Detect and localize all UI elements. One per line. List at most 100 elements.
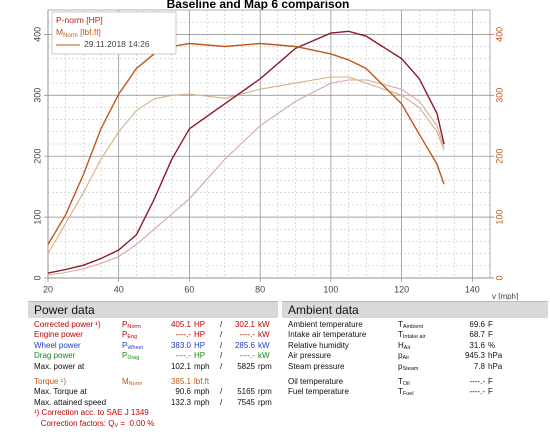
footnote-text: = 0.00 % (118, 418, 155, 428)
data-row: Wheel power PWheel 383.0 HP / 285.6 kW (28, 341, 278, 351)
row-label: Engine power (34, 330, 83, 340)
value: ----.- (469, 387, 485, 397)
row-symbol: TIntake air (398, 330, 454, 342)
row-label: Oil temperature (288, 376, 344, 386)
unit: rpm (258, 361, 272, 371)
row-symbol (122, 398, 156, 408)
symbol-main: P (122, 320, 128, 329)
row-label: Max. power at (34, 361, 85, 371)
row-label: Corrected power ¹) (34, 320, 101, 329)
unit: HP (194, 351, 206, 361)
x-tick-label: 60 (184, 284, 194, 294)
symbol-main: T (398, 376, 403, 386)
symbol-sub: Norm (127, 324, 141, 330)
data-row: Torque ¹) MNorm 385.1 lbf.ft (28, 377, 278, 387)
section-header: Power data (28, 301, 278, 318)
row-label: Max. attained speed (34, 397, 107, 407)
chart: Baseline and Map 6 comparison 20 40 60 80 10… (32, 0, 518, 300)
value: 302.1 (234, 320, 255, 329)
unit: HP (194, 340, 206, 350)
data-row: Max. power at 102.1 mph / 5825 rpm (28, 362, 278, 372)
symbol-main: M (122, 376, 129, 386)
unit: kW (258, 340, 270, 350)
chart-title: Baseline and Map 6 comparison (167, 0, 350, 11)
value: 383.0 (170, 340, 191, 350)
unit: kW (258, 320, 270, 329)
row-symbol: PDrag (122, 351, 156, 363)
x-tick-label: 100 (323, 284, 338, 294)
legend-box (51, 11, 177, 55)
symbol-sub: Drag (127, 355, 140, 362)
unit: lbf.ft (194, 376, 210, 386)
legend-text: M (56, 27, 63, 37)
row-symbol: pAir (398, 351, 454, 363)
separator: / (220, 330, 223, 340)
x-tick-label: 140 (465, 284, 480, 294)
power-data: Power data Corrected power ¹) PNorm 405.1 HP… (28, 301, 278, 431)
x-tick-label: 20 (43, 284, 53, 294)
value: 285.6 (234, 340, 255, 350)
symbol-sub: Intake air (402, 334, 426, 341)
y-tick-label: 100 (32, 210, 42, 225)
legend-text: 29.11.2018 14:26 (84, 39, 150, 49)
footnote: ¹) Correction acc. to SAE J 1349 (28, 408, 278, 418)
row-label: Relative humidity (288, 340, 349, 350)
unit: F (488, 330, 493, 340)
row-symbol: PWheel (122, 341, 156, 353)
legend-entry: MNorm [lbf.ft] (56, 27, 101, 38)
symbol-sub: Ambient (402, 324, 424, 330)
legend-entry: P-norm [HP] (56, 15, 103, 25)
data-row: Ambient temperature TAmbient 69.6 F (282, 320, 548, 330)
legend-text: [lbf.ft] (78, 27, 101, 37)
unit: HP (194, 320, 206, 329)
row-symbol: MNorm (122, 377, 156, 389)
data-row: Drag power PDrag ----.- HP / ----.- kW (28, 351, 278, 361)
series-line (47, 79, 445, 276)
series-line (47, 42, 445, 245)
y-tick-label: 0 (32, 275, 42, 280)
data-row: Fuel temperature TFuel ----.- F (282, 387, 548, 397)
y2-tick-label: 100 (494, 210, 504, 225)
row-symbol: TOil (398, 377, 454, 389)
value: 7.8 (473, 361, 485, 371)
unit: % (488, 340, 496, 350)
separator: / (220, 351, 223, 361)
legend-entry: 29.11.2018 14:26 (84, 39, 150, 49)
data-row: Engine power PEng ----.- HP / ----.- kW (28, 330, 278, 340)
row-symbol: HAir (398, 341, 454, 353)
legend-text: P-norm [HP] (56, 15, 103, 25)
y2-tick-label: 400 (494, 27, 504, 42)
row-symbol: TAmbient (398, 320, 454, 332)
separator: / (220, 361, 223, 371)
symbol-main: P (122, 340, 128, 350)
series-line (47, 30, 445, 274)
value: 69.6 (469, 320, 485, 329)
separator: / (220, 397, 223, 407)
data-row: Max. Torque at 90.6 mph / 5165 rpm (28, 387, 278, 397)
data-row: Steam pressure pSteam 7.8 hPa (282, 362, 548, 372)
symbol-sub: Fuel (402, 391, 414, 398)
data-row: Air pressure pAir 945.3 hPa (282, 351, 548, 361)
row-label: Wheel power (34, 340, 81, 350)
footnote-text: ¹) Correction acc. to SAE J 1349 (34, 408, 149, 418)
row-symbol: PEng (122, 330, 156, 342)
row-label: Air pressure (288, 351, 332, 361)
value: 5825 (237, 361, 255, 371)
row-symbol (122, 362, 156, 372)
value: 385.1 (170, 376, 191, 386)
unit: F (488, 387, 493, 397)
data-row: Corrected power ¹) PNorm 405.1 HP / 302.1 kW (28, 320, 278, 330)
value: 102.1 (170, 361, 191, 371)
value: ----.- (175, 351, 191, 361)
y-tick-label: 200 (32, 149, 42, 164)
y2-tick-label: 300 (494, 88, 504, 103)
unit: mph (194, 387, 210, 397)
symbol-sub: Norm (128, 380, 143, 387)
value: 405.1 (170, 320, 191, 329)
unit: hPa (488, 351, 503, 361)
symbol-sub: Wheel (127, 344, 143, 351)
series-line (47, 76, 445, 254)
value: ----.- (239, 330, 255, 340)
value: ----.- (239, 351, 255, 361)
